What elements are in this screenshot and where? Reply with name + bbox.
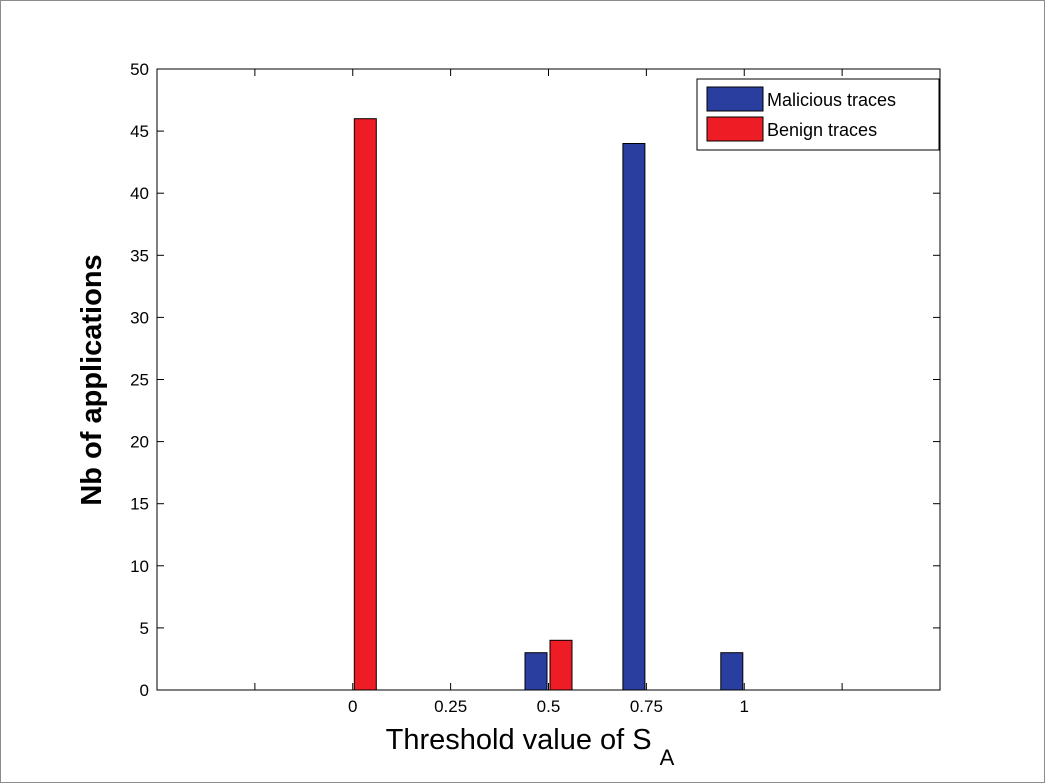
ticks-group: 0 5 10 15 20 25 30 35 40 45 50 0 0.25 0.5 0.75 1 [130,60,941,716]
y-tick-label: 25 [130,371,149,390]
x-tick-label: 1 [740,697,749,716]
y-tick-label: 5 [140,619,149,638]
y-tick-label: 50 [130,60,149,79]
x-tick-label: 0 [348,697,357,716]
y-tick-label: 40 [130,184,149,203]
y-tick-label: 15 [130,495,149,514]
x-tick-label: 0.75 [630,697,663,716]
plot-area-border [156,68,941,691]
y-tick-label: 35 [130,246,149,265]
y-tick-label: 10 [130,557,149,576]
y-axis-title: Nb of applications [76,254,108,505]
legend: Malicious traces Benign traces [696,78,940,151]
x-axis-title: Threshold value of S A [386,724,675,770]
bar-benign-traces-0 [353,118,377,691]
x-axis-title-subscript: A [660,745,675,770]
x-axis-title-main: Threshold value of S [386,724,652,756]
legend-label: Benign traces [767,120,877,140]
x-tick-label: 0.25 [434,697,467,716]
legend-swatch-benign-traces [706,116,764,142]
bars-group [353,118,744,691]
y-tick-label: 0 [140,681,149,700]
bar-malicious-traces-1 [720,652,744,691]
bar-malicious-traces-0.75 [622,143,646,691]
x-tick-label: 0.5 [537,697,561,716]
bar-malicious-traces-0.5 [524,652,548,691]
legend-swatch-malicious-traces [706,86,764,112]
y-tick-label: 45 [130,122,149,141]
bar-benign-traces-0.5 [549,639,573,691]
y-tick-label: 20 [130,433,149,452]
legend-label: Malicious traces [767,90,896,110]
y-tick-label: 30 [130,308,149,327]
